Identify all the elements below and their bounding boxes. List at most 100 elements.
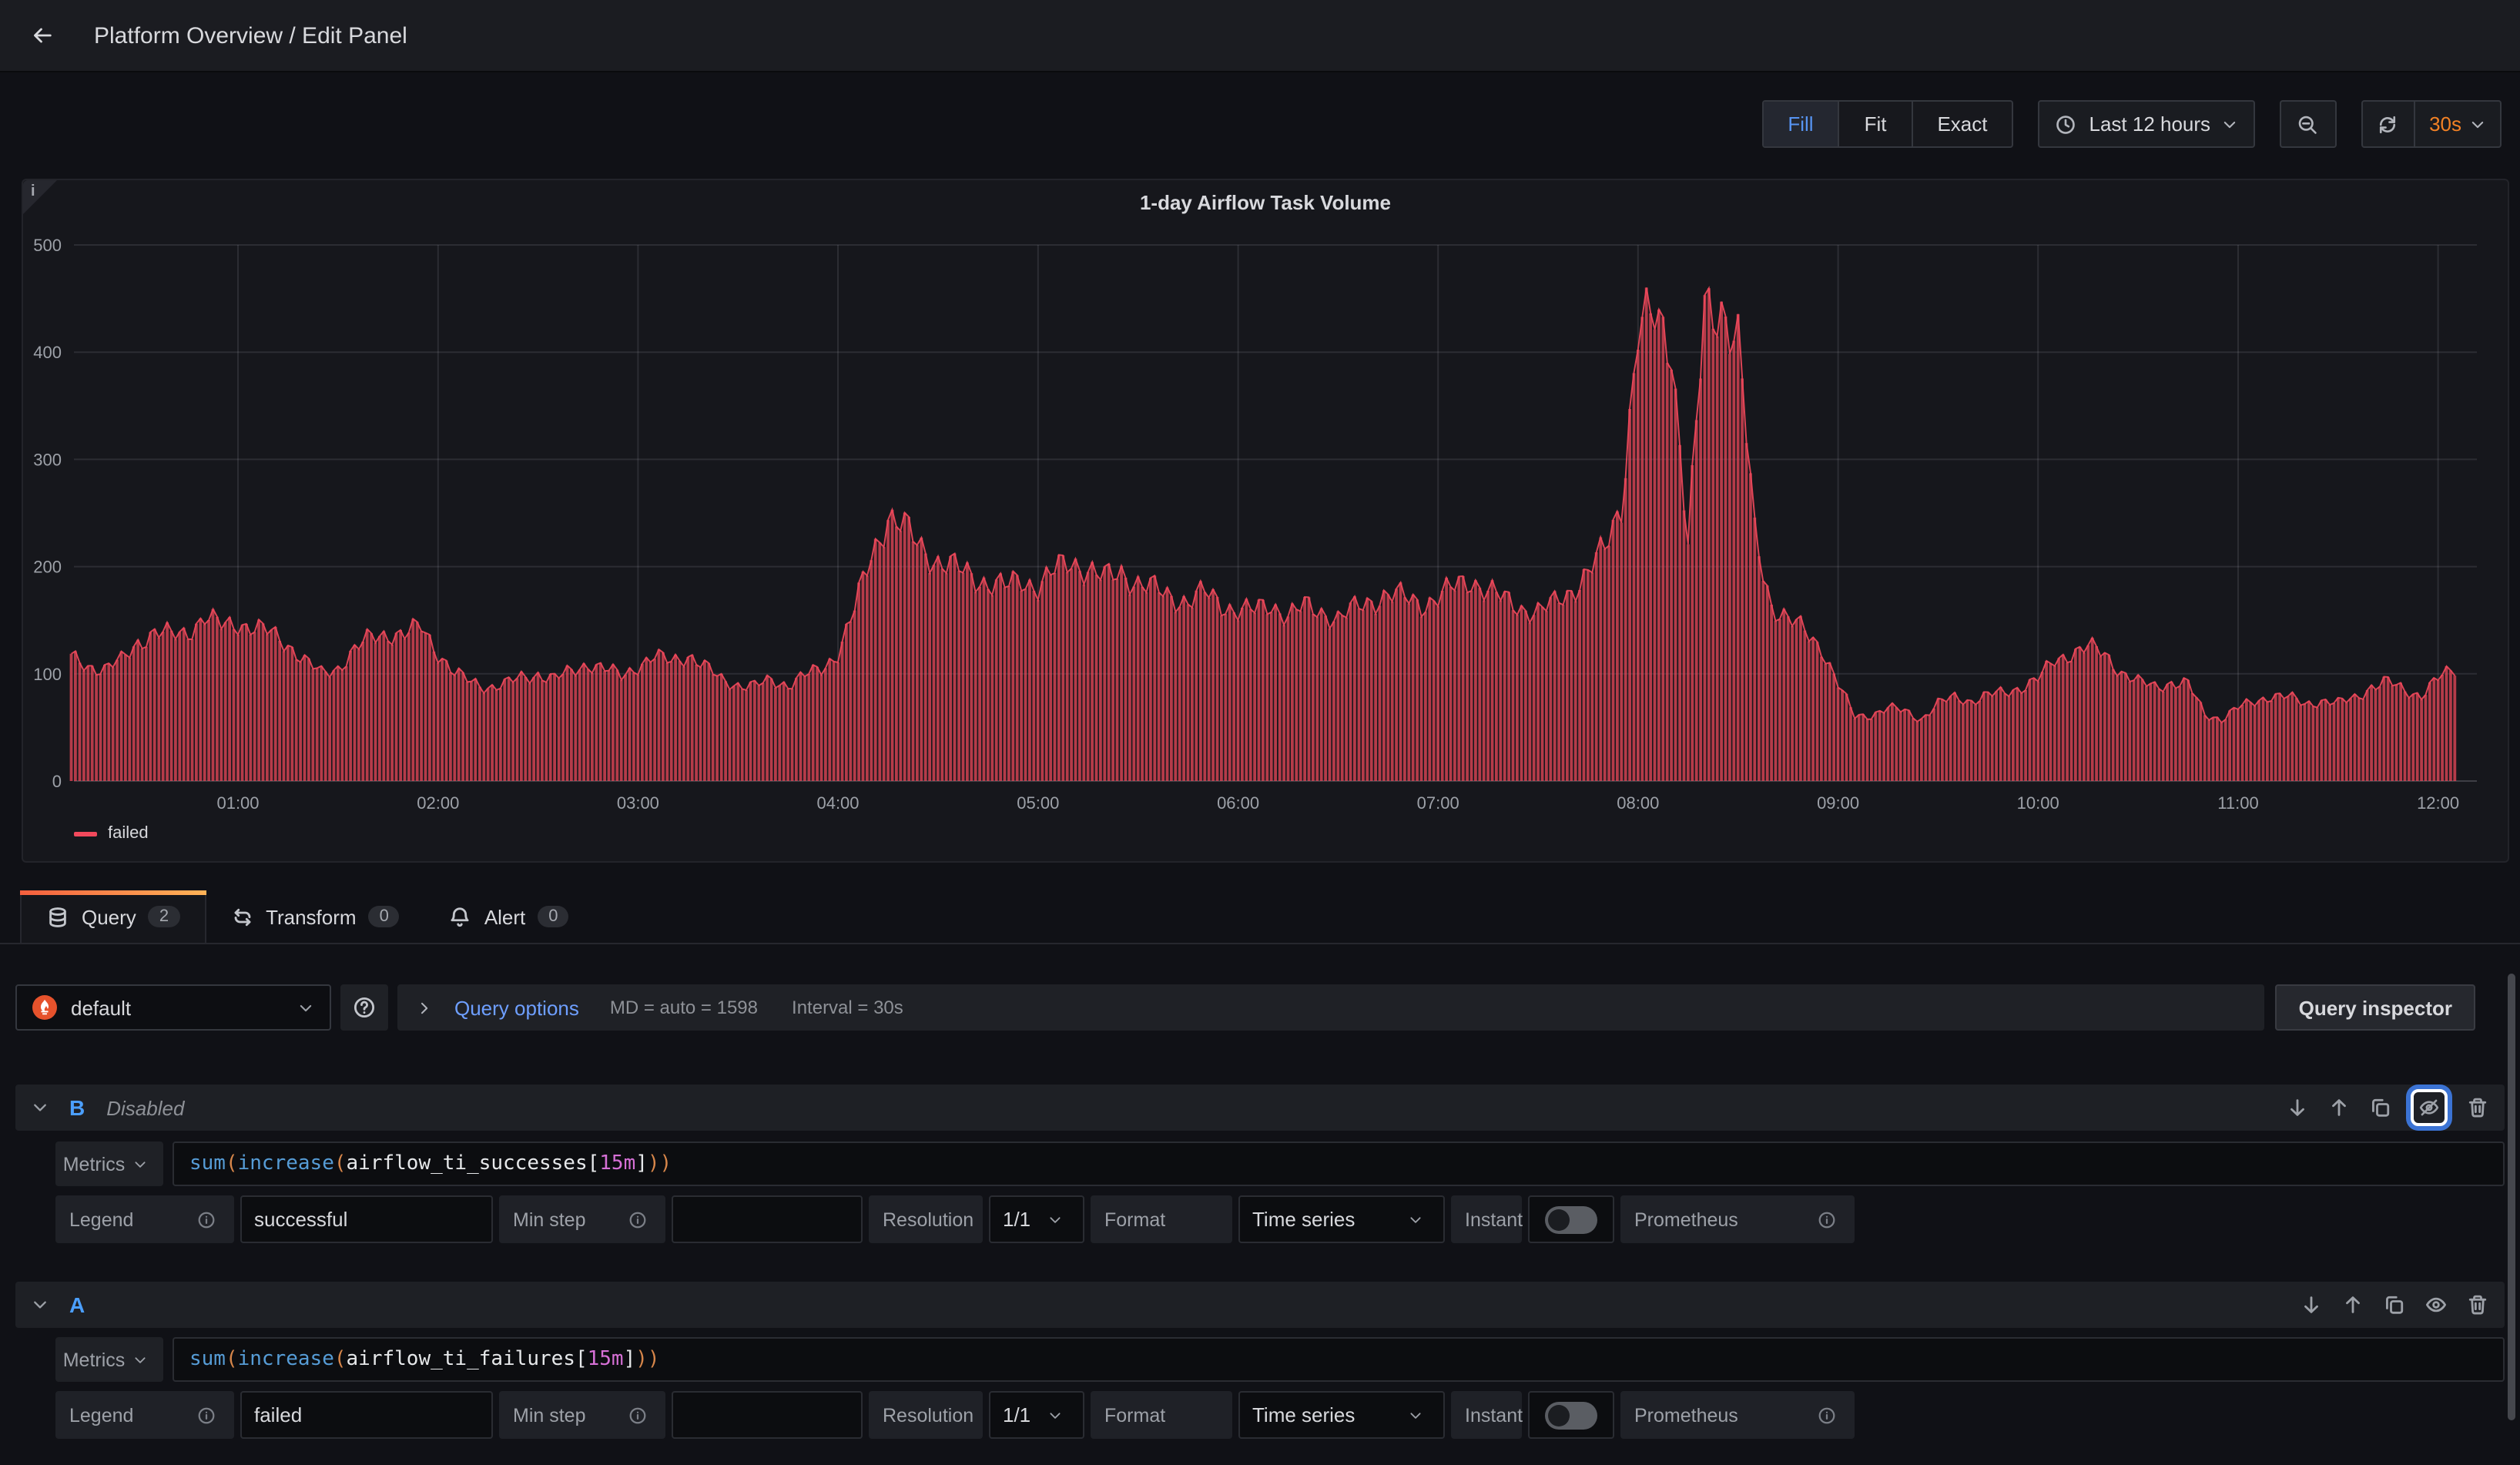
instant-toggle[interactable] [1545, 1401, 1597, 1429]
duplicate-query-button[interactable] [2369, 1096, 2392, 1119]
min-step-input[interactable] [672, 1391, 863, 1439]
datasource-picker[interactable]: default [15, 984, 331, 1031]
duplicate-query-button[interactable] [2383, 1293, 2406, 1316]
format-label: Format [1091, 1391, 1232, 1439]
svg-text:02:00: 02:00 [417, 793, 459, 813]
move-query-up-button[interactable] [2327, 1096, 2351, 1119]
query-options-a: Legend Min step Resolution 1/1 Format Ti… [55, 1391, 1855, 1439]
svg-text:07:00: 07:00 [1417, 793, 1459, 813]
time-range-picker[interactable]: Last 12 hours [2039, 100, 2256, 148]
svg-text:400: 400 [33, 343, 62, 362]
toggle-query-visibility-button[interactable] [2411, 1089, 2448, 1126]
resolution-select[interactable]: 1/1 [989, 1195, 1084, 1243]
instant-label: Instant [1451, 1195, 1522, 1243]
arrow-down-icon [2300, 1293, 2323, 1316]
svg-text:10:00: 10:00 [2017, 793, 2059, 813]
bell-icon [449, 905, 472, 928]
instant-toggle[interactable] [1545, 1205, 1597, 1233]
tab-alert[interactable]: Alert 0 [424, 890, 594, 943]
arrow-up-icon [2341, 1293, 2364, 1316]
chevron-down-icon [1047, 1403, 1071, 1426]
exact-mode-button[interactable]: Exact [1912, 102, 2012, 146]
format-select[interactable]: Time series [1238, 1195, 1445, 1243]
legend-series-color [74, 831, 97, 836]
format-select[interactable]: Time series [1238, 1391, 1445, 1439]
delete-query-button[interactable] [2466, 1096, 2489, 1119]
eye-slash-icon [2418, 1096, 2441, 1119]
tab-transform-label: Transform [266, 905, 357, 928]
eye-icon [2424, 1293, 2448, 1316]
toggle-query-visibility-button[interactable] [2424, 1293, 2448, 1316]
fit-mode-button[interactable]: Fit [1840, 102, 1913, 146]
arrow-down-icon [2286, 1096, 2309, 1119]
promql-expression-input[interactable]: sum(increase(airflow_ti_successes[15m])) [173, 1141, 2505, 1186]
tab-alert-count: 0 [538, 906, 568, 927]
clock-icon [2056, 112, 2079, 136]
trash-icon [2466, 1293, 2489, 1316]
tab-query[interactable]: Query 2 [20, 890, 206, 943]
info-icon [1818, 1208, 1841, 1231]
datasource-help-button[interactable] [340, 984, 388, 1031]
promql-expression-input[interactable]: sum(increase(airflow_ti_failures[15m])) [173, 1337, 2505, 1382]
time-range-label: Last 12 hours [2089, 112, 2211, 136]
move-query-down-button[interactable] [2286, 1096, 2309, 1119]
metrics-browser-button[interactable]: Metrics [55, 1337, 163, 1382]
datasource-row: default Query options MD = auto = 1598 I… [15, 984, 2505, 1031]
chevron-down-icon [132, 1348, 156, 1371]
chevron-down-icon [297, 999, 314, 1016]
query-ref-id: A [69, 1292, 85, 1317]
chevron-down-icon [2221, 116, 2238, 132]
tab-transform[interactable]: Transform 0 [206, 890, 424, 943]
vertical-scrollbar[interactable] [2508, 974, 2515, 1420]
copy-icon [2383, 1293, 2406, 1316]
move-query-up-button[interactable] [2341, 1293, 2364, 1316]
tab-query-count: 2 [149, 906, 179, 927]
refresh-button[interactable] [2363, 102, 2414, 146]
query-options-bar[interactable]: Query options MD = auto = 1598 Interval … [397, 984, 2264, 1031]
back-button[interactable] [31, 24, 54, 47]
prometheus-hint-label: Prometheus [1620, 1391, 1855, 1439]
query-row-header-a[interactable]: A [15, 1282, 2505, 1328]
prometheus-logo-icon [32, 995, 57, 1020]
svg-text:12:00: 12:00 [2417, 793, 2459, 813]
zoom-out-button[interactable] [2280, 100, 2337, 148]
resolution-select[interactable]: 1/1 [989, 1391, 1084, 1439]
legend-input[interactable] [240, 1391, 493, 1439]
collapse-query-b-button[interactable] [31, 1096, 54, 1119]
trash-icon [2466, 1096, 2489, 1119]
delete-query-button[interactable] [2466, 1293, 2489, 1316]
chevron-down-icon [1408, 1403, 1431, 1426]
chevron-down-icon [1047, 1208, 1071, 1231]
move-query-down-button[interactable] [2300, 1293, 2323, 1316]
arrow-left-icon [31, 24, 54, 47]
query-actions [2300, 1293, 2489, 1316]
query-options-link[interactable]: Query options [454, 996, 579, 1019]
legend-input[interactable] [240, 1195, 493, 1243]
fill-mode-button[interactable]: Fill [1763, 102, 1839, 146]
query-row-header-b[interactable]: B Disabled [15, 1085, 2505, 1131]
copy-icon [2369, 1096, 2392, 1119]
svg-text:08:00: 08:00 [1617, 793, 1659, 813]
query-ref-id: B [69, 1095, 85, 1120]
zoom-out-icon [2297, 112, 2320, 136]
svg-text:300: 300 [33, 450, 62, 469]
instant-toggle-box [1528, 1195, 1614, 1243]
max-data-points-summary: MD = auto = 1598 [610, 997, 758, 1018]
legend-series-label[interactable]: failed [108, 824, 149, 843]
instant-toggle-box [1528, 1391, 1614, 1439]
query-actions [2286, 1089, 2489, 1126]
svg-text:11:00: 11:00 [2217, 793, 2258, 813]
interval-summary: Interval = 30s [792, 997, 903, 1018]
chevron-down-icon [1408, 1208, 1431, 1231]
refresh-interval-picker[interactable]: 30s [2414, 102, 2500, 146]
chart-legend: failed [74, 824, 149, 843]
transform-icon [230, 905, 253, 928]
timeseries-chart[interactable]: 010020030040050001:0002:0003:0004:0005:0… [23, 180, 2508, 861]
display-mode-group: Fill Fit Exact [1761, 100, 2013, 148]
collapse-query-a-button[interactable] [31, 1293, 54, 1316]
min-step-input[interactable] [672, 1195, 863, 1243]
resolution-label: Resolution [869, 1195, 983, 1243]
query-editor-b: Metrics sum(increase(airflow_ti_successe… [55, 1141, 2505, 1186]
query-inspector-button[interactable]: Query inspector [2276, 984, 2475, 1031]
metrics-browser-button[interactable]: Metrics [55, 1141, 163, 1186]
